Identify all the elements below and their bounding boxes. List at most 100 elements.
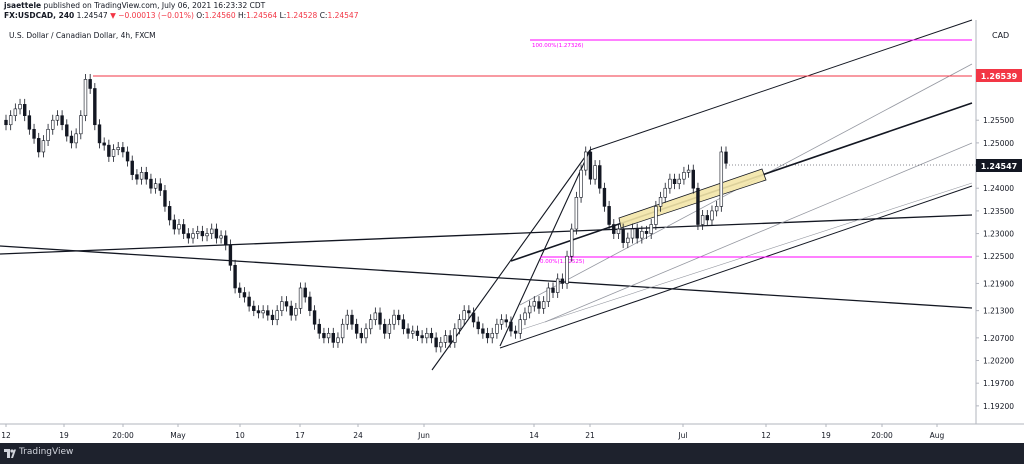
candle xyxy=(584,151,588,171)
candle xyxy=(504,319,508,323)
price-tick-label: 1.23000 xyxy=(983,230,1014,239)
time-tick-label: Jul xyxy=(677,431,687,440)
candle xyxy=(471,312,476,323)
candle xyxy=(336,337,340,343)
candle xyxy=(32,128,36,139)
candle xyxy=(88,79,92,89)
candle xyxy=(135,174,139,180)
candle xyxy=(195,231,200,234)
candle xyxy=(607,206,611,225)
candle xyxy=(686,169,691,173)
candle xyxy=(495,323,499,334)
candle xyxy=(415,330,420,336)
candle xyxy=(537,301,541,309)
candle xyxy=(312,310,317,325)
candle xyxy=(74,133,78,144)
candle xyxy=(191,233,195,239)
time-tick-label: 19 xyxy=(59,431,69,440)
candle xyxy=(219,235,223,239)
candle xyxy=(298,287,303,309)
candle xyxy=(303,287,307,298)
candle xyxy=(429,333,434,339)
candle xyxy=(41,140,46,153)
candle xyxy=(481,328,485,334)
candle xyxy=(130,160,134,175)
candle xyxy=(621,228,625,243)
candle xyxy=(8,115,13,126)
red-level-badge-label: 1.26539 xyxy=(981,72,1018,81)
candle xyxy=(359,333,364,339)
footer-brand[interactable]: TradingView xyxy=(19,447,74,457)
candle xyxy=(411,330,415,334)
candle xyxy=(499,319,504,325)
candle xyxy=(233,265,237,289)
change-value: ▼ −0.00013 (−0.01%) xyxy=(110,11,194,20)
author: jsaettele xyxy=(4,1,42,10)
candle xyxy=(266,310,270,316)
candle xyxy=(378,312,382,325)
candle xyxy=(368,319,373,330)
candle xyxy=(228,244,233,266)
candle xyxy=(308,296,312,311)
channel-inner-2 xyxy=(544,142,973,323)
candle xyxy=(663,187,667,198)
candle xyxy=(326,333,331,339)
candle xyxy=(518,319,522,334)
candle xyxy=(635,228,639,239)
time-tick-label: Aug xyxy=(930,431,945,440)
candle xyxy=(434,337,438,348)
candle xyxy=(448,335,452,343)
candle xyxy=(172,219,177,230)
candle xyxy=(705,215,709,221)
candle xyxy=(345,314,349,325)
channel-lower xyxy=(499,185,973,349)
candle xyxy=(467,310,471,314)
open-label: O: xyxy=(196,11,205,20)
candle xyxy=(626,237,630,243)
time-tick-label: 20:00 xyxy=(112,431,134,440)
candle xyxy=(238,287,242,293)
candle xyxy=(121,147,125,153)
candle xyxy=(214,228,219,239)
candle xyxy=(331,333,335,343)
time-tick-label: 21 xyxy=(585,431,595,440)
last-value: 1.24547 xyxy=(76,11,108,20)
candle xyxy=(18,104,22,110)
candle xyxy=(532,301,537,307)
candle xyxy=(261,310,265,314)
candle xyxy=(158,183,162,191)
candle xyxy=(79,115,83,135)
candle xyxy=(714,206,719,212)
price-tick-label: 1.25500 xyxy=(983,116,1014,125)
instrument-title: U.S. Dollar / Canadian Dollar, 4h, FXCM xyxy=(9,31,156,40)
tradingview-logo-icon[interactable] xyxy=(4,448,16,459)
time-tick-label: 17 xyxy=(295,431,305,440)
candle xyxy=(570,228,574,257)
candle xyxy=(270,314,275,321)
candle xyxy=(485,333,490,339)
candle xyxy=(200,231,205,237)
candle xyxy=(490,333,494,339)
high-label: H: xyxy=(237,11,247,20)
candle xyxy=(144,172,148,180)
fib-100-label: 100.00%(1.27326) xyxy=(532,43,584,49)
candle xyxy=(509,321,513,332)
candle xyxy=(654,206,658,225)
candle xyxy=(149,178,153,189)
last-price-badge xyxy=(976,159,1022,172)
price-tick-label: 1.21900 xyxy=(983,279,1014,288)
candle xyxy=(275,310,279,321)
candle xyxy=(672,178,677,184)
candle xyxy=(560,278,565,284)
candle xyxy=(37,138,41,153)
price-chart[interactable]: 1.255001.250001.245001.240001.235001.230… xyxy=(0,0,1024,443)
candle xyxy=(107,144,111,157)
candle xyxy=(719,151,724,207)
candle xyxy=(294,308,298,316)
candle xyxy=(383,323,387,334)
time-tick-label: May xyxy=(170,431,186,440)
candle xyxy=(439,342,443,348)
candle xyxy=(13,108,18,116)
candle xyxy=(317,323,321,334)
candle xyxy=(102,142,106,146)
